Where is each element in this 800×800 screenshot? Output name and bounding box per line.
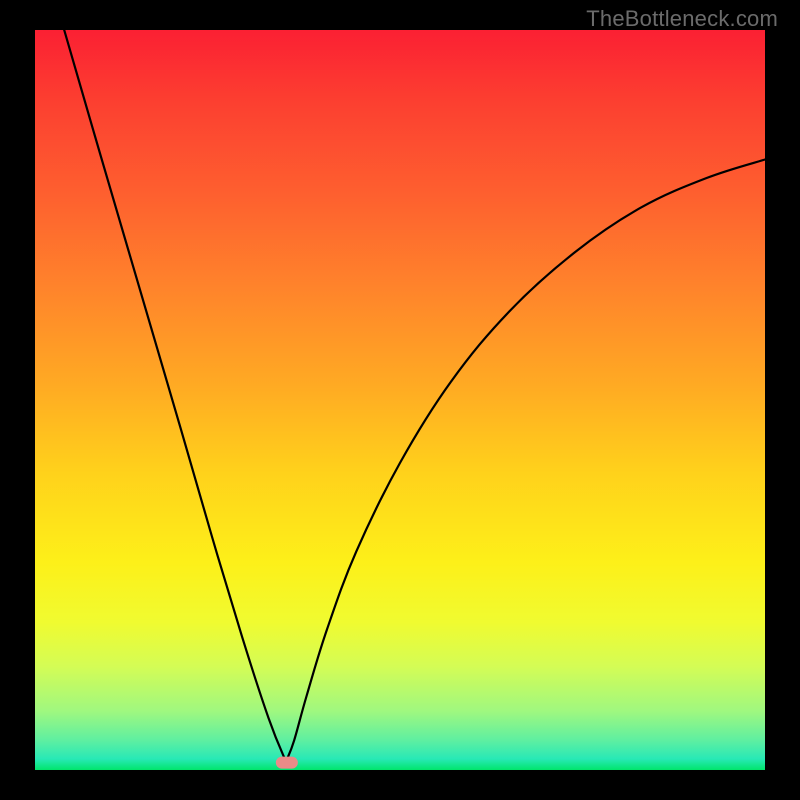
watermark-text: TheBottleneck.com — [586, 6, 778, 32]
optimum-marker — [276, 757, 298, 769]
figure-stage: TheBottleneck.com — [0, 0, 800, 800]
plot-area — [35, 30, 765, 770]
chart-background — [35, 30, 765, 770]
chart-svg — [35, 30, 765, 770]
